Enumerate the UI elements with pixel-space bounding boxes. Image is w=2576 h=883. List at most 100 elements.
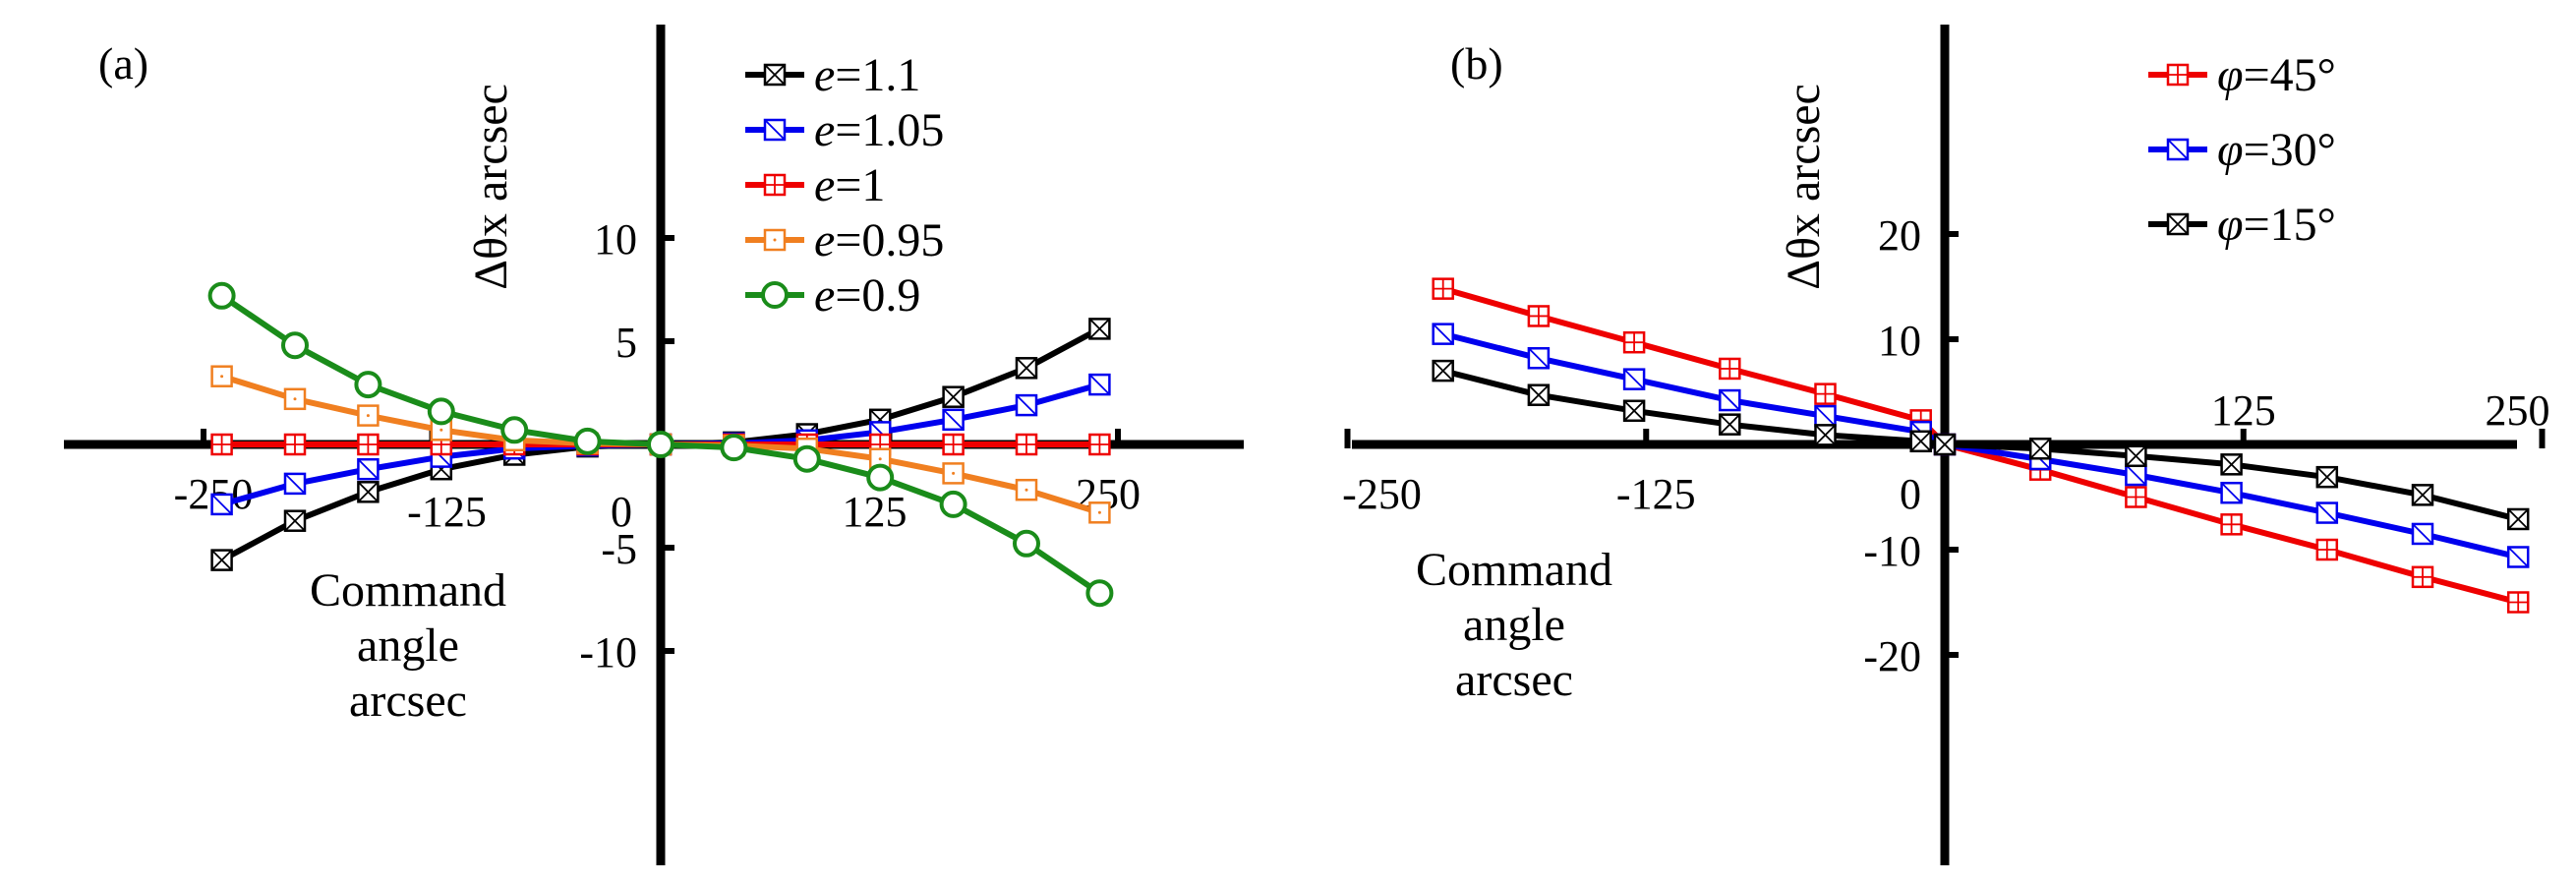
panel-a-series-2-point <box>283 433 307 456</box>
panel-a-series-4-point <box>1013 529 1040 558</box>
panel-a-series-0-point <box>283 509 307 532</box>
panel-a-label: (a) <box>98 38 148 88</box>
panel-b-series-0-point <box>2125 486 2147 508</box>
panel-a-ytick-label: 10 <box>594 215 637 264</box>
panel-a-series-4-point <box>427 397 455 426</box>
panel-b-label: (b) <box>1450 38 1503 88</box>
panel-a-series-3 <box>210 365 1111 524</box>
panel-b-series-1-point <box>2125 463 2147 487</box>
panel-a-legend: e=1.1e=1.05e=1e=0.95e=0.9 <box>745 49 944 322</box>
panel-b-series-2-point <box>1909 430 1932 453</box>
panel-a-series-1-point <box>942 408 965 432</box>
panel-b-ylabel: Δθx arcsec <box>1778 84 1830 290</box>
panel-a-series-4-point <box>207 281 236 310</box>
panel-a-series-3-point <box>357 404 380 427</box>
panel-a-legend-label: e=1.1 <box>814 49 920 101</box>
panel-b-series-1-point <box>2315 501 2339 524</box>
panel-a-ytick-label: 5 <box>615 319 637 367</box>
panel-a-series-4-point <box>720 434 748 462</box>
panel-a-xlabel-line-3: arcsec <box>349 675 467 727</box>
panel-a-legend-item: e=0.95 <box>745 214 944 266</box>
panel-a-series-1-point <box>1015 393 1038 417</box>
panel-b-xlabel-line-3: arcsec <box>1455 654 1573 706</box>
panel-b-legend-marker <box>2166 138 2190 161</box>
panel-b-series-1-point <box>1622 368 1646 390</box>
panel-b-series-2-point <box>2411 484 2434 506</box>
panel-b-legend-item: φ=45° <box>2148 49 2336 101</box>
panel-a-legend-label: e=1 <box>814 159 885 211</box>
panel-b-series-0-point <box>1432 277 1454 300</box>
panel-a-series-3-point <box>283 387 307 411</box>
panel-b-ytick-label: 10 <box>1878 317 1921 365</box>
panel-b-legend-label: φ=15° <box>2217 199 2336 251</box>
panel-a-legend-label: e=0.9 <box>814 269 920 322</box>
panel-b-series-1-point <box>2220 481 2243 504</box>
panel-a-xlabel: Command angle arcsec <box>310 564 506 727</box>
panel-a-legend-item: e=1.1 <box>745 49 920 101</box>
panel-a-legend-marker <box>761 281 789 309</box>
panel-a-xlabel-line-2: angle <box>357 619 459 672</box>
panel-b-xtick-label: -125 <box>1616 470 1696 518</box>
panel-a-series-3-point <box>1088 501 1111 524</box>
panel-a-series-2-point <box>942 433 965 456</box>
panel-b-series-2-point <box>1622 399 1646 423</box>
panel-b-ytick-label: -10 <box>1863 527 1921 575</box>
panel-a-legend-marker <box>763 118 787 142</box>
panel-a-series-1-point <box>357 457 380 481</box>
panel-b-ytick-label: -20 <box>1863 632 1921 680</box>
panel-b-legend-label: φ=30° <box>2217 124 2336 176</box>
panel-a-series-4-point <box>1085 579 1114 608</box>
panel-b-series-1-point <box>2411 522 2434 546</box>
panel-a-series-2-point <box>357 433 380 456</box>
panel-b-legend-marker <box>2166 63 2190 87</box>
panel-a-series-1-point <box>1088 373 1111 396</box>
panel-b-xlabel-line-2: angle <box>1463 599 1565 651</box>
panel-a-xtick-label: 0 <box>611 488 632 536</box>
panel-a-series-0-point <box>210 549 233 571</box>
panel-a-series-0-point <box>942 385 965 408</box>
panel-b-legend: φ=45° φ=30° φ=15° <box>2148 49 2336 251</box>
panel-b-series-0-point <box>1622 330 1646 354</box>
panel-a-legend-label: e=1.05 <box>814 104 944 156</box>
panel-a-legend-marker <box>763 173 787 197</box>
panel-b-series-2-point <box>1933 433 1957 456</box>
panel-b-series-1-point <box>1432 323 1454 345</box>
panel-b-series-2-point <box>1814 424 1837 446</box>
panel-a-series-2-point <box>1088 433 1111 456</box>
panel-a-series-0-point <box>1088 318 1111 340</box>
panel-a-legend-marker <box>763 63 787 87</box>
panel-a-series-4-point <box>866 463 895 492</box>
panel-a-series-3-point <box>1015 478 1038 501</box>
panel-a-series-3-point <box>210 365 233 387</box>
panel-a-xlabel-line-1: Command <box>310 564 506 617</box>
panel-a-series-4-point <box>939 490 967 518</box>
panel-a-legend-label: e=0.95 <box>814 214 944 266</box>
panel-b-series-0-point <box>1719 357 1741 381</box>
panel-b-series-0 <box>1432 277 2530 614</box>
panel-b-xtick-label: -250 <box>1342 470 1422 518</box>
panel-a-series-4-point <box>281 331 309 360</box>
panel-a-series-4 <box>207 281 1114 608</box>
panel-a-legend-marker <box>763 228 787 252</box>
panel-a-series-2-point <box>210 433 233 456</box>
panel-b-legend-item: φ=15° <box>2148 199 2336 251</box>
panel-a-xtick-label: 125 <box>843 488 907 536</box>
panel-b-series-1-point <box>1719 388 1741 412</box>
panel-a-series-4-point <box>647 431 674 458</box>
panel-b-series-2-point <box>2506 507 2530 531</box>
panel-a-legend-item: e=1 <box>745 159 885 211</box>
panel-a-ytick-label: -5 <box>601 525 637 573</box>
panel-b-series-0-point <box>2220 513 2243 536</box>
panel-b-series-0-point <box>2506 591 2530 614</box>
panel-a-series-1-point <box>210 493 233 516</box>
panel-b-series-2-point <box>1719 413 1741 436</box>
panel-b-series-1-point <box>1527 347 1551 370</box>
panel-b-series-1-point <box>2506 546 2530 568</box>
panel-b-series-0-point <box>2411 565 2434 589</box>
panel-a-series-2-point <box>1015 433 1038 456</box>
panel-a-series-0-point <box>357 481 380 503</box>
panel-b-xtick-label: 125 <box>2211 386 2276 435</box>
panel-b-legend-label: φ=45° <box>2217 49 2336 101</box>
panel-b-series-0-point <box>1527 305 1551 327</box>
